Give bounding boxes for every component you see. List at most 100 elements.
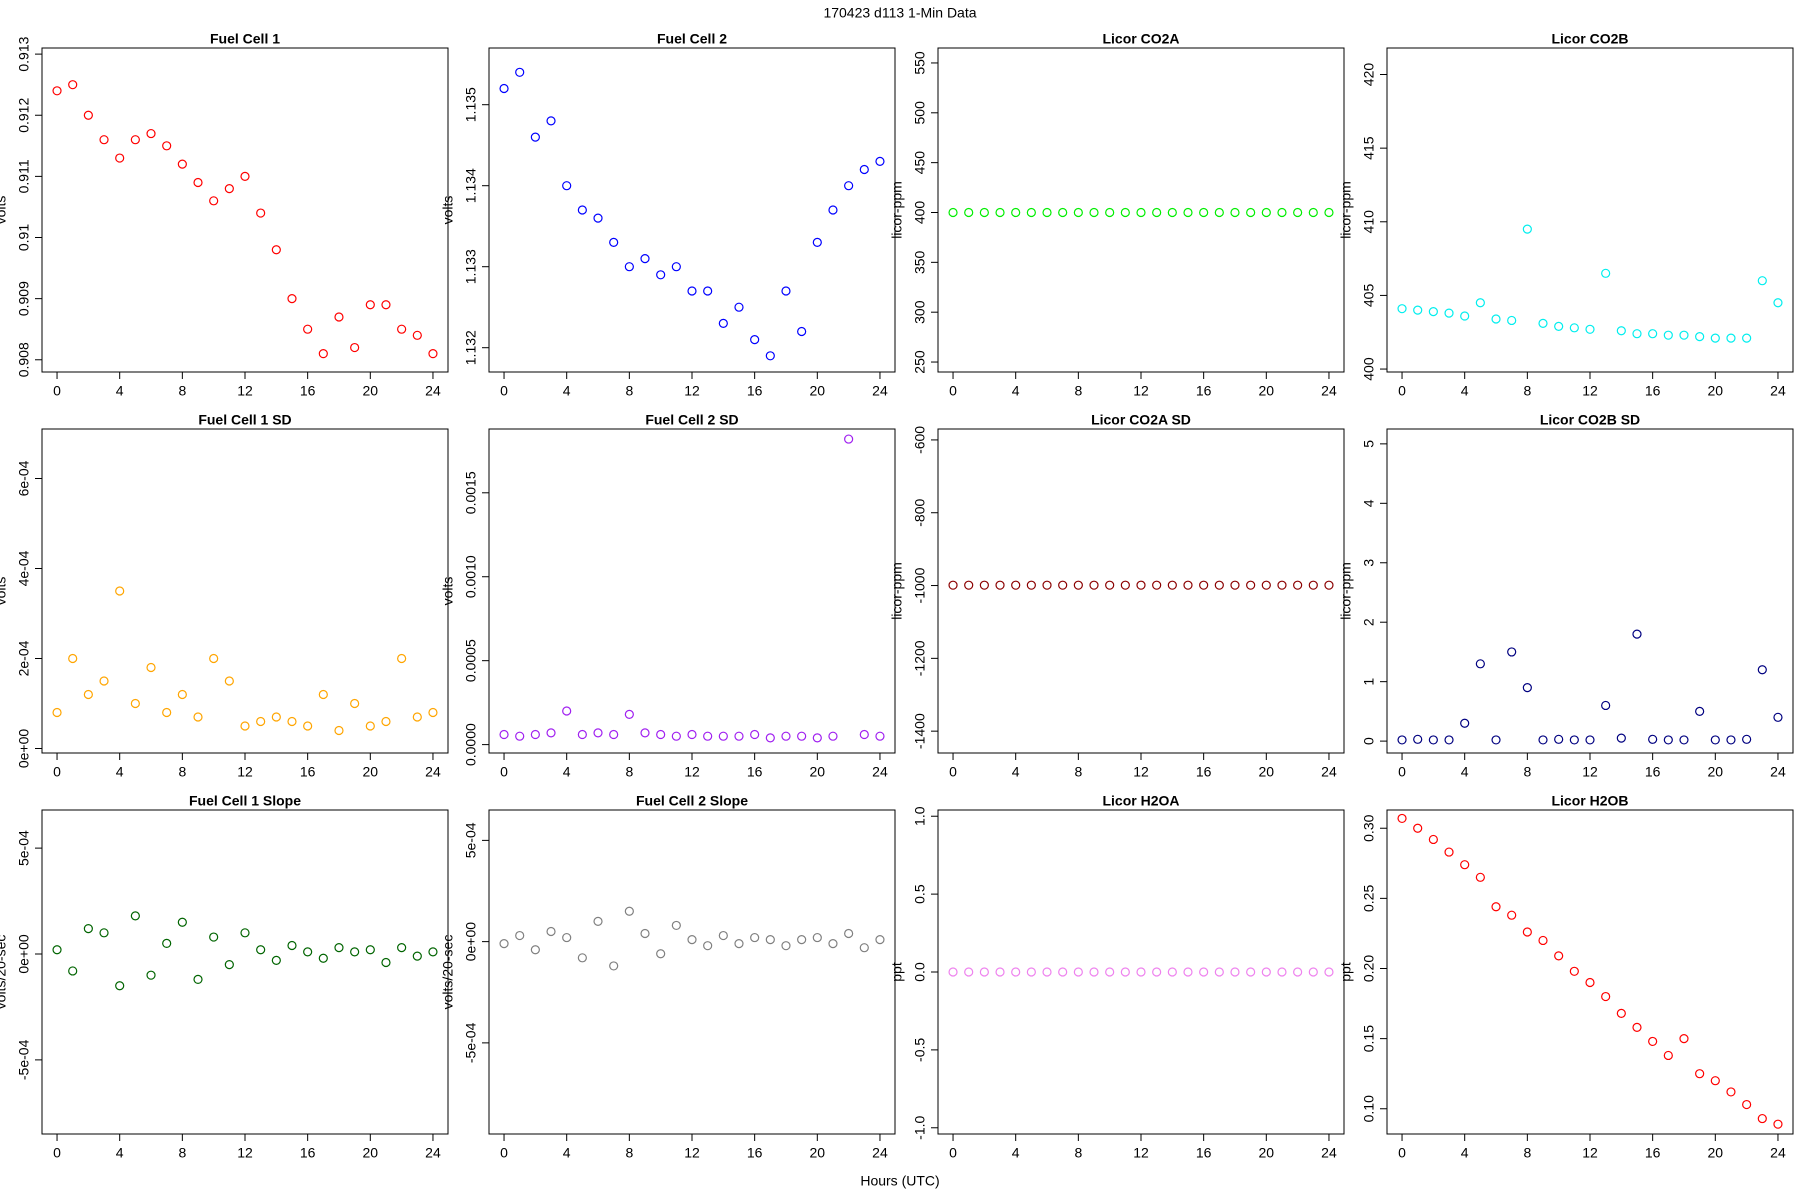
x-tick-label: 24 (425, 1145, 441, 1161)
x-tick-label: 12 (1582, 1145, 1598, 1161)
point (428, 947, 438, 957)
y-tick-label: -800 (912, 499, 928, 527)
point (224, 184, 234, 194)
x-tick-label: 20 (363, 1145, 379, 1161)
y-tick-label: 0.0010 (463, 555, 479, 598)
point (1277, 207, 1287, 218)
y-tick-label: -1200 (912, 640, 928, 676)
point (1152, 967, 1162, 977)
x-tick-label: 8 (625, 764, 633, 780)
y-tick-label: -600 (912, 426, 928, 454)
point (1663, 735, 1673, 745)
point (350, 342, 360, 353)
point (1011, 580, 1021, 590)
point (1742, 333, 1752, 343)
y-tick-label: -5e-04 (16, 1039, 32, 1080)
point (499, 729, 509, 740)
point (515, 930, 525, 941)
x-tick-label: 8 (1074, 764, 1082, 780)
x-tick-label: 24 (425, 383, 441, 399)
point (624, 262, 634, 272)
point (1261, 967, 1271, 977)
y-tick-label: 405 (1361, 284, 1377, 308)
point (1773, 298, 1783, 308)
x-tick-label: 12 (237, 383, 253, 399)
plot-frame (1386, 47, 1794, 373)
point (671, 731, 681, 741)
point (1152, 207, 1162, 218)
point (1089, 967, 1099, 977)
point (287, 940, 297, 951)
point (256, 716, 266, 727)
y-tick-label: -1.0 (912, 1115, 928, 1139)
point (1460, 311, 1470, 321)
point (609, 237, 619, 247)
point (797, 934, 807, 945)
point (624, 906, 634, 916)
point (1413, 823, 1423, 833)
point (1648, 734, 1658, 744)
x-tick-label: 0 (1398, 1145, 1406, 1161)
y-tick-label: -1400 (912, 713, 928, 749)
point (671, 920, 681, 931)
point (530, 729, 540, 740)
x-tick-label: 20 (1708, 764, 1724, 780)
y-tick-label: 250 (912, 350, 928, 374)
x-tick-label: 24 (1321, 383, 1337, 399)
y-tick-label: 1.133 (463, 249, 479, 284)
point (1757, 276, 1767, 286)
point (271, 712, 281, 722)
x-tick-label: 20 (810, 764, 826, 780)
point (1308, 580, 1318, 590)
plot-frame (1386, 809, 1794, 1135)
y-axis-label: licor-ppm (1338, 181, 1354, 239)
point (1460, 718, 1470, 728)
point (1632, 329, 1642, 339)
point (130, 698, 140, 709)
x-tick-label: 16 (747, 764, 763, 780)
point (562, 932, 572, 943)
x-tick-label: 4 (116, 764, 124, 780)
point (562, 706, 572, 716)
x-tick-label: 8 (1074, 383, 1082, 399)
point (1648, 329, 1658, 339)
point (1554, 734, 1564, 744)
point (397, 943, 407, 953)
point (1632, 1022, 1642, 1033)
point (1293, 967, 1303, 977)
point (115, 153, 125, 163)
x-tick-label: 24 (1321, 764, 1337, 780)
plot-frame (488, 428, 896, 754)
y-tick-label: 420 (1361, 63, 1377, 87)
point (1136, 580, 1146, 590)
x-tick-label: 12 (1582, 383, 1598, 399)
x-tick-label: 8 (625, 1145, 633, 1161)
point (381, 716, 391, 727)
point (1742, 1099, 1752, 1110)
point (1011, 967, 1021, 977)
y-tick-label: 2 (1361, 618, 1377, 626)
point (995, 580, 1005, 590)
point (1522, 224, 1532, 234)
point (671, 262, 681, 272)
point (1261, 207, 1271, 218)
point (1152, 580, 1162, 590)
y-axis-label: volts (0, 577, 9, 606)
point (1648, 1036, 1658, 1047)
point (365, 721, 375, 731)
point (271, 245, 281, 255)
point (287, 716, 297, 727)
x-tick-label: 20 (810, 1145, 826, 1161)
point (964, 207, 974, 218)
x-tick-label: 0 (53, 1145, 61, 1161)
point (162, 707, 172, 718)
y-tick-label: 500 (912, 101, 928, 125)
x-tick-label: 20 (1708, 1145, 1724, 1161)
y-tick-label: 0.911 (16, 159, 32, 193)
point (828, 205, 838, 215)
point (256, 945, 266, 955)
point (162, 938, 172, 949)
point (577, 953, 587, 963)
point (1293, 207, 1303, 218)
page-title: 170423 d113 1-Min Data (823, 5, 976, 21)
